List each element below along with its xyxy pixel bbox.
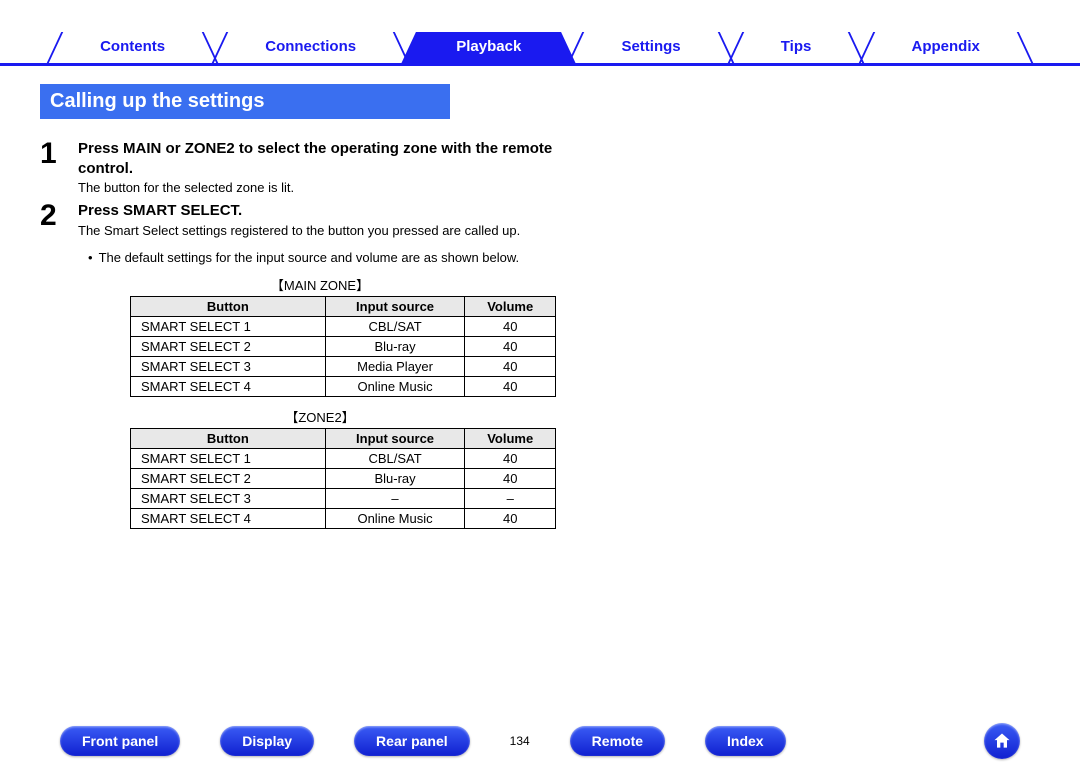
table-row: SMART SELECT 1CBL/SAT40 — [131, 448, 556, 468]
col-input: Input source — [325, 296, 465, 316]
step-title: Press SMART SELECT. — [78, 201, 580, 221]
col-input: Input source — [325, 428, 465, 448]
nav-display[interactable]: Display — [220, 726, 314, 756]
zone2-table: Button Input source Volume SMART SELECT … — [130, 428, 556, 529]
main-zone-table: Button Input source Volume SMART SELECT … — [130, 296, 556, 397]
zone-label-main: 【MAIN ZONE】 — [130, 275, 510, 294]
table-row: SMART SELECT 2Blu-ray40 — [131, 336, 556, 356]
table-row: SMART SELECT 2Blu-ray40 — [131, 468, 556, 488]
top-nav: Contents Connections Playback Settings T… — [0, 18, 1080, 66]
tab-label: Playback — [456, 38, 521, 55]
step-1: 1 Press MAIN or ZONE2 to select the oper… — [40, 139, 580, 195]
tab-label: Connections — [265, 38, 356, 55]
tab-label: Contents — [100, 38, 165, 55]
tab-playback[interactable]: Playback — [428, 32, 549, 63]
page-number: 134 — [510, 734, 530, 748]
table-row: SMART SELECT 4Online Music40 — [131, 508, 556, 528]
zone-label-zone2: 【ZONE2】 — [130, 407, 510, 426]
table-row: SMART SELECT 3Media Player40 — [131, 356, 556, 376]
tab-tips[interactable]: Tips — [753, 32, 840, 63]
tab-label: Tips — [781, 38, 812, 55]
tab-label: Settings — [621, 38, 680, 55]
col-button: Button — [131, 428, 326, 448]
bullet-text: The default settings for the input sourc… — [99, 250, 520, 265]
home-icon — [992, 731, 1012, 751]
nav-front-panel[interactable]: Front panel — [60, 726, 180, 756]
step-2: 2 Press SMART SELECT. The Smart Select s… — [40, 201, 580, 238]
table-row: SMART SELECT 3–– — [131, 488, 556, 508]
step-number: 1 — [40, 139, 78, 169]
col-volume: Volume — [465, 296, 556, 316]
nav-remote[interactable]: Remote — [570, 726, 665, 756]
step-desc: The button for the selected zone is lit. — [78, 180, 580, 195]
bottom-nav: Front panel Display Rear panel 134 Remot… — [0, 723, 1080, 759]
table-header-row: Button Input source Volume — [131, 428, 556, 448]
col-volume: Volume — [465, 428, 556, 448]
table-row: SMART SELECT 1CBL/SAT40 — [131, 316, 556, 336]
content-area: 1 Press MAIN or ZONE2 to select the oper… — [40, 139, 580, 529]
col-button: Button — [131, 296, 326, 316]
table-header-row: Button Input source Volume — [131, 296, 556, 316]
step-desc: The Smart Select settings registered to … — [78, 223, 580, 238]
section-heading: Calling up the settings — [40, 84, 450, 119]
tab-contents[interactable]: Contents — [72, 32, 193, 63]
nav-index[interactable]: Index — [705, 726, 786, 756]
step-number: 2 — [40, 201, 78, 231]
nav-rear-panel[interactable]: Rear panel — [354, 726, 470, 756]
step-title: Press MAIN or ZONE2 to select the operat… — [78, 139, 580, 178]
tab-appendix[interactable]: Appendix — [884, 32, 1008, 63]
defaults-bullet: The default settings for the input sourc… — [88, 250, 580, 265]
tab-label: Appendix — [912, 38, 980, 55]
tab-connections[interactable]: Connections — [237, 32, 384, 63]
home-button[interactable] — [984, 723, 1020, 759]
table-row: SMART SELECT 4Online Music40 — [131, 376, 556, 396]
tab-settings[interactable]: Settings — [593, 32, 708, 63]
